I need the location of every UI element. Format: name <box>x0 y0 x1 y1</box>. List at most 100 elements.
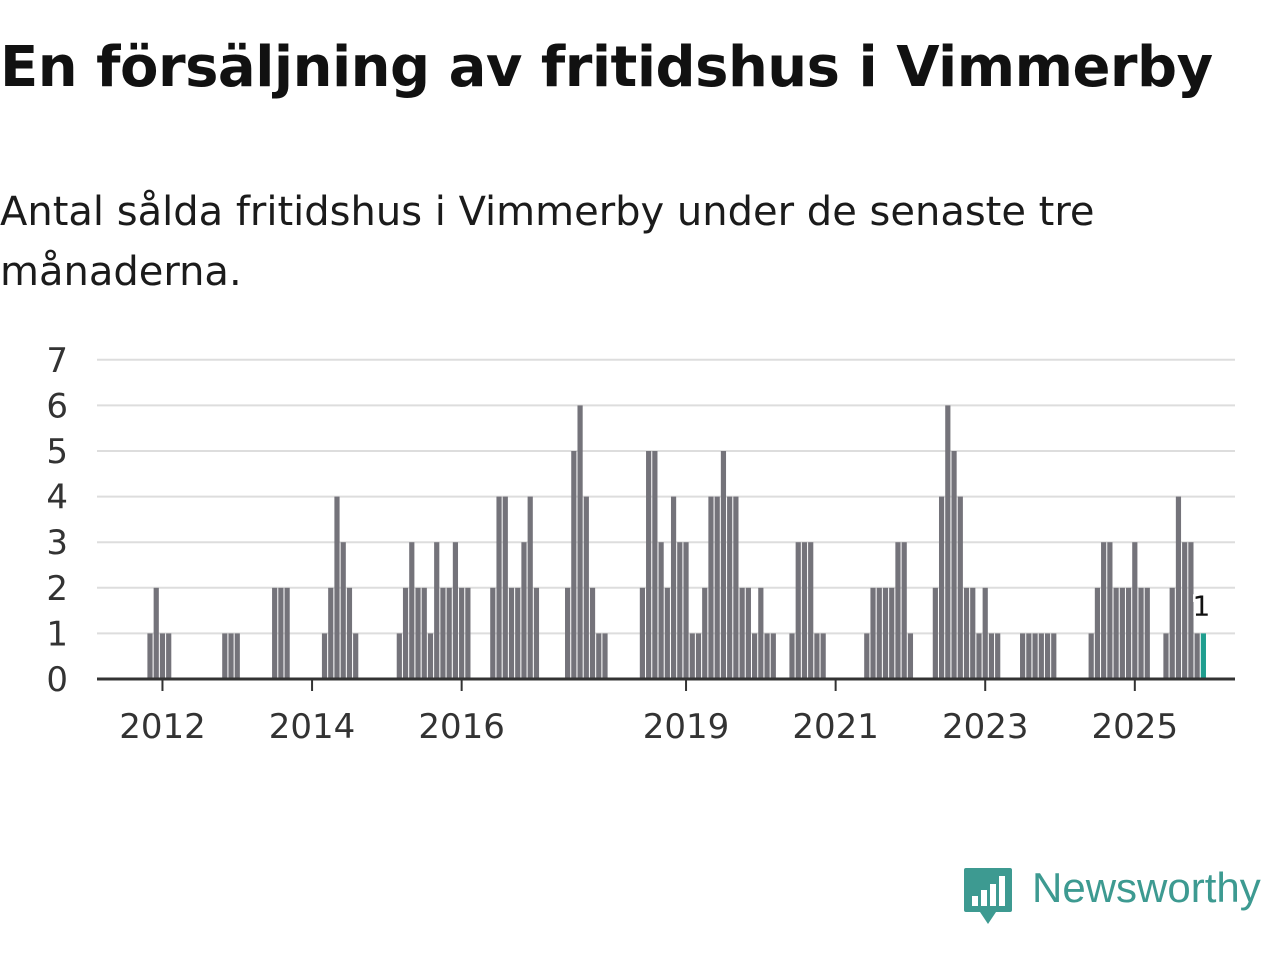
bar <box>702 587 708 679</box>
bar <box>820 633 826 679</box>
bar <box>1163 633 1169 679</box>
bar <box>982 587 988 679</box>
bar <box>745 587 751 679</box>
bar <box>147 633 153 679</box>
bar <box>565 587 571 679</box>
bar <box>1026 633 1032 679</box>
bar <box>1094 587 1101 679</box>
bar <box>409 542 415 679</box>
bar <box>808 542 814 679</box>
bar <box>434 542 440 679</box>
bar <box>1088 633 1094 679</box>
bar <box>1113 587 1119 679</box>
bar <box>770 633 776 679</box>
bar <box>602 633 608 679</box>
bar <box>1144 587 1150 679</box>
bar <box>814 633 820 679</box>
bar <box>427 633 434 679</box>
bar <box>720 451 727 679</box>
y-tick-label: 7 <box>46 341 68 381</box>
bar <box>957 496 963 679</box>
bar <box>864 633 870 679</box>
bar <box>677 542 683 679</box>
bar <box>714 496 720 679</box>
bar <box>272 587 278 679</box>
y-tick-label: 0 <box>46 660 68 700</box>
bar <box>452 542 459 679</box>
bar <box>945 405 951 679</box>
bar <box>502 496 508 679</box>
bar <box>1038 633 1044 679</box>
bar <box>396 633 402 679</box>
bar <box>683 542 689 679</box>
bar <box>153 587 159 679</box>
bar <box>1107 542 1113 679</box>
bar <box>652 451 658 679</box>
y-axis: 0 1 2 3 4 5 6 7 <box>46 341 68 700</box>
bar <box>758 587 764 679</box>
y-tick-label: 5 <box>46 432 68 472</box>
bar <box>340 542 346 679</box>
bar <box>658 542 664 679</box>
x-tick-label: 2023 <box>942 707 1029 747</box>
bar <box>932 587 938 679</box>
bar <box>496 496 502 679</box>
bar <box>988 633 995 679</box>
chart-subtitle: Antal sålda fritidshus i Vimmerby under … <box>0 189 1095 295</box>
bar <box>764 633 770 679</box>
x-tick-label: 2019 <box>643 707 730 747</box>
bar <box>670 496 677 679</box>
x-axis: 2012 2014 2016 2019 2021 2023 2025 <box>97 677 1235 747</box>
bar <box>1020 633 1026 679</box>
bar <box>795 542 801 679</box>
bar <box>1194 633 1200 679</box>
bar <box>533 587 540 679</box>
bar <box>646 451 652 679</box>
bar <box>1101 542 1107 679</box>
bar <box>870 587 876 679</box>
bar <box>440 587 446 679</box>
x-tick-label: 2021 <box>792 707 879 747</box>
bar <box>228 633 234 679</box>
bar <box>689 633 695 679</box>
bar <box>459 587 465 679</box>
bar <box>664 587 670 679</box>
bar <box>882 587 889 679</box>
bar <box>284 587 290 679</box>
bar <box>234 633 240 679</box>
bar <box>577 405 583 679</box>
bar <box>278 587 284 679</box>
bar <box>876 587 882 679</box>
bar <box>571 451 577 679</box>
bar <box>515 587 521 679</box>
bar <box>222 633 228 679</box>
bar <box>739 587 745 679</box>
bar <box>1138 587 1144 679</box>
bar <box>583 496 589 679</box>
bar <box>1169 587 1175 679</box>
bar <box>508 587 515 679</box>
bar <box>159 633 166 679</box>
bars <box>147 405 1206 679</box>
bar <box>938 496 945 679</box>
bar <box>895 542 901 679</box>
bar <box>1188 542 1194 679</box>
bar <box>1032 633 1038 679</box>
bar <box>415 587 421 679</box>
y-tick-label: 1 <box>46 614 68 654</box>
highlight-value-label: 1 <box>1192 589 1210 622</box>
bar <box>752 633 758 679</box>
bar <box>1132 542 1138 679</box>
bar <box>166 633 172 679</box>
bar <box>995 633 1001 679</box>
chart-title: En försäljning av fritidshus i Vimmerby <box>0 35 1213 100</box>
bar <box>1175 496 1182 679</box>
bar <box>596 633 602 679</box>
bar <box>708 496 714 679</box>
annotations: 1 <box>1190 587 1213 625</box>
y-tick-label: 2 <box>46 569 68 609</box>
bar <box>490 587 496 679</box>
bar <box>889 587 895 679</box>
bar <box>1182 542 1188 679</box>
bar <box>421 587 427 679</box>
